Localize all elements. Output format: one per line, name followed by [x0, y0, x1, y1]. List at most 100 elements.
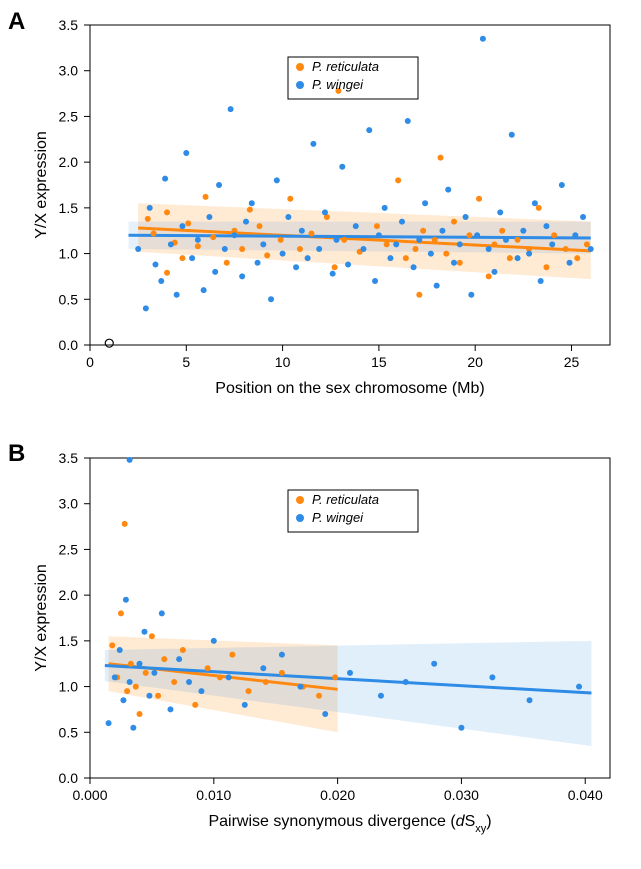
data-point: [580, 214, 586, 220]
data-point: [468, 292, 474, 298]
figure: A B 05101520250.00.51.01.52.02.53.03.5Po…: [0, 0, 641, 869]
data-point: [255, 260, 261, 266]
data-point: [559, 182, 565, 188]
data-point: [174, 292, 180, 298]
data-point: [345, 262, 351, 268]
data-point: [147, 205, 153, 211]
x-tick-label: 0.010: [196, 787, 231, 803]
legend-marker: [296, 81, 304, 89]
data-point: [260, 241, 266, 247]
data-point: [152, 262, 158, 268]
data-point: [439, 228, 445, 234]
data-point: [216, 182, 222, 188]
data-point: [217, 674, 223, 680]
data-point: [434, 283, 440, 289]
x-tick-label: 0.030: [444, 787, 479, 803]
data-point: [416, 237, 422, 243]
data-point: [574, 255, 580, 261]
data-point: [205, 665, 211, 671]
x-tick-label: 20: [467, 354, 483, 370]
y-tick-label: 0.5: [59, 724, 79, 740]
data-point: [509, 132, 515, 138]
data-point: [428, 251, 434, 257]
x-axis-title: Position on the sex chromosome (Mb): [215, 380, 484, 397]
data-point: [143, 305, 149, 311]
data-point: [297, 246, 303, 252]
data-point: [527, 697, 533, 703]
data-point: [167, 706, 173, 712]
data-point: [201, 287, 207, 293]
data-point: [476, 196, 482, 202]
data-point: [567, 260, 573, 266]
y-tick-label: 0.0: [59, 337, 79, 353]
data-point: [162, 176, 168, 182]
data-point: [353, 223, 359, 229]
data-point: [378, 693, 384, 699]
data-point: [242, 702, 248, 708]
panel-b-label: B: [8, 440, 25, 468]
data-point: [503, 237, 509, 243]
data-point: [316, 246, 322, 252]
data-point: [486, 246, 492, 252]
y-tick-label: 3.0: [59, 496, 79, 512]
x-tick-label: 0.000: [72, 787, 107, 803]
data-point: [137, 661, 143, 667]
data-point: [228, 106, 234, 112]
data-point: [149, 633, 155, 639]
data-point: [382, 205, 388, 211]
data-point: [322, 209, 328, 215]
legend-label: P. reticulata: [312, 492, 379, 507]
data-point: [431, 661, 437, 667]
data-point: [445, 187, 451, 193]
data-point: [316, 693, 322, 699]
data-point: [212, 269, 218, 275]
open-marker: [105, 339, 113, 347]
data-point: [278, 237, 284, 243]
data-point: [543, 264, 549, 270]
data-point: [543, 223, 549, 229]
data-point: [420, 228, 426, 234]
data-point: [405, 118, 411, 124]
data-point: [299, 228, 305, 234]
data-point: [239, 273, 245, 279]
data-point: [308, 230, 314, 236]
data-point: [334, 237, 340, 243]
data-point: [332, 264, 338, 270]
x-tick-label: 10: [275, 354, 291, 370]
data-point: [122, 521, 128, 527]
y-tick-label: 3.0: [59, 63, 79, 79]
data-point: [285, 214, 291, 220]
data-point: [305, 255, 311, 261]
data-point: [206, 214, 212, 220]
y-axis-title: Y/X expression: [33, 564, 50, 672]
data-point: [374, 223, 380, 229]
data-point: [135, 246, 141, 252]
y-tick-label: 1.5: [59, 633, 79, 649]
data-point: [515, 255, 521, 261]
data-point: [123, 597, 129, 603]
data-point: [274, 177, 280, 183]
data-point: [189, 255, 195, 261]
y-axis-title: Y/X expression: [33, 131, 50, 239]
data-point: [341, 237, 347, 243]
data-point: [171, 679, 177, 685]
data-point: [576, 684, 582, 690]
data-point: [192, 702, 198, 708]
data-point: [263, 679, 269, 685]
y-tick-label: 2.0: [59, 154, 79, 170]
data-point: [536, 205, 542, 211]
y-tick-label: 2.0: [59, 587, 79, 603]
data-point: [322, 711, 328, 717]
legend-label: P. wingei: [312, 510, 364, 525]
data-point: [264, 252, 270, 258]
data-point: [457, 260, 463, 266]
data-point: [432, 237, 438, 243]
legend-marker: [296, 63, 304, 71]
data-point: [411, 264, 417, 270]
y-tick-label: 2.5: [59, 541, 79, 557]
data-point: [245, 688, 251, 694]
data-point: [155, 693, 161, 699]
x-tick-label: 5: [182, 354, 190, 370]
data-point: [438, 155, 444, 161]
data-point: [347, 670, 353, 676]
